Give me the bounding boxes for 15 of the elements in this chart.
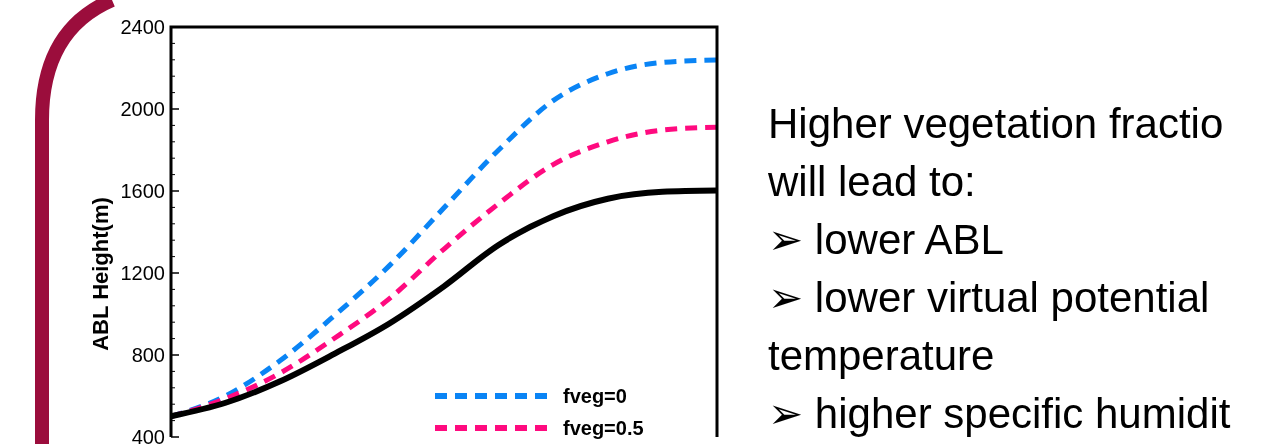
text: ➢ lower ABL	[768, 216, 1004, 263]
text: Higher vegetation fractio	[768, 100, 1224, 147]
y-tick-label: 1200	[120, 262, 165, 284]
y-tick-label: 2400	[120, 16, 165, 38]
text: ➢ higher specific humidit	[768, 390, 1231, 437]
text: temperature	[768, 332, 995, 379]
text: will lead to:	[767, 158, 976, 205]
y-axis-title: ABL Height(m)	[88, 197, 113, 351]
legend-label: fveg=0	[563, 385, 627, 407]
text: ➢ lower virtual potential	[768, 274, 1210, 321]
legend-label: fveg=0.5	[563, 417, 644, 439]
y-tick-label: 1600	[120, 180, 165, 202]
y-tick-label: 400	[131, 426, 165, 444]
y-tick-label: 2000	[120, 98, 165, 120]
y-tick-label: 800	[131, 344, 165, 366]
